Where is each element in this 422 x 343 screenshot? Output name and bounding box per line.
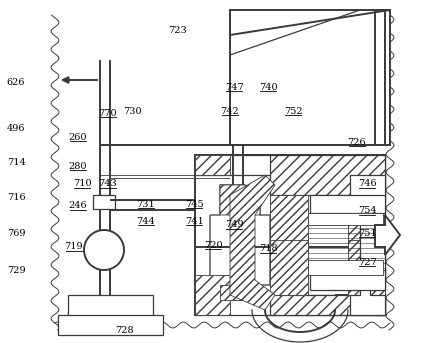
Bar [348,195,385,250]
Polygon shape [375,215,400,255]
Bar [308,213,383,225]
Polygon shape [195,155,230,175]
Bar [230,10,390,145]
Polygon shape [210,185,270,300]
Text: 745: 745 [185,200,203,209]
Bar [270,240,308,295]
Text: 718: 718 [259,244,277,253]
Bar [348,240,385,295]
Text: 740: 740 [259,83,277,92]
Text: 742: 742 [221,107,239,116]
Text: 720: 720 [204,241,222,250]
Text: 752: 752 [284,107,303,116]
Bar [270,155,385,195]
Text: 723: 723 [168,26,187,35]
Polygon shape [230,175,275,310]
Text: 280: 280 [69,162,87,171]
Text: 260: 260 [69,133,87,142]
Bar [195,155,385,315]
Circle shape [84,230,124,270]
Polygon shape [350,175,385,315]
Text: 743: 743 [98,179,117,188]
Polygon shape [370,175,385,315]
Bar [58,315,163,335]
Text: 744: 744 [136,217,155,226]
Text: 731: 731 [136,200,155,209]
Text: 749: 749 [225,220,243,229]
Bar [310,195,385,213]
Bar [310,270,385,290]
Text: 730: 730 [124,107,142,116]
Text: 719: 719 [65,243,83,251]
Text: 741: 741 [185,217,203,226]
Text: 728: 728 [115,327,134,335]
Polygon shape [195,275,230,315]
Text: 769: 769 [7,229,25,238]
Polygon shape [220,185,260,215]
Bar [93,195,115,209]
Text: 716: 716 [7,193,25,202]
Text: 729: 729 [7,267,25,275]
Text: 754: 754 [358,206,376,215]
Text: 496: 496 [7,124,25,133]
Bar [195,155,385,175]
Bar [68,295,153,320]
Text: 626: 626 [7,78,25,87]
Text: 747: 747 [225,83,243,92]
Text: 726: 726 [347,138,366,147]
Bar [308,260,383,275]
Text: 246: 246 [69,201,87,210]
Polygon shape [220,285,260,300]
Bar [270,295,385,315]
Text: 714: 714 [7,158,25,167]
Text: 751: 751 [358,229,376,238]
Text: 746: 746 [358,179,376,188]
Text: 727: 727 [358,258,376,267]
Text: 770: 770 [98,109,117,118]
Text: 710: 710 [73,179,92,188]
Bar [270,195,308,250]
Bar [195,295,385,315]
